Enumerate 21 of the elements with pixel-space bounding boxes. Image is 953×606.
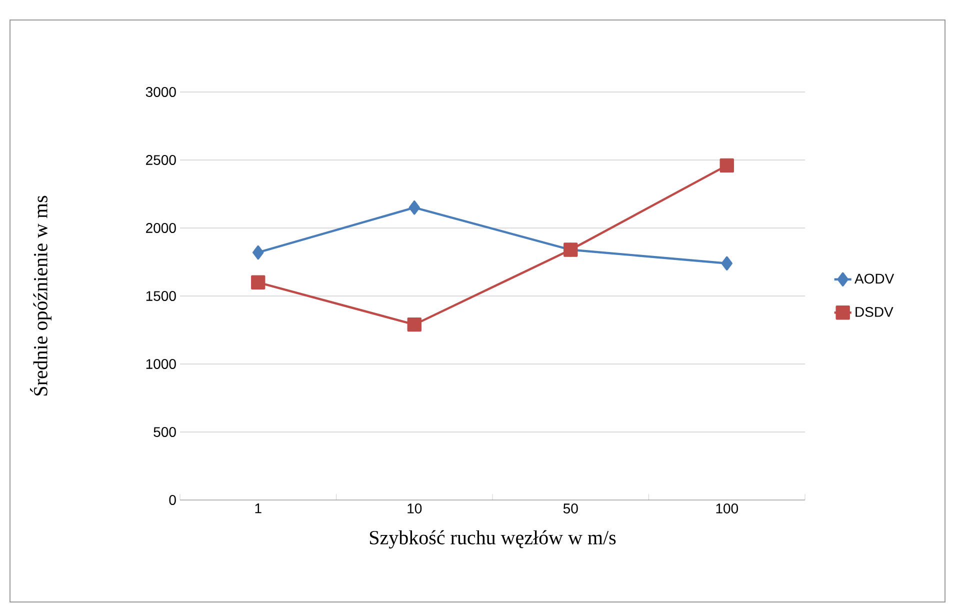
y-tick-label: 3000 [146,87,176,97]
point [251,275,266,290]
legend-label: DSDV [856,306,894,317]
x-tick-label: 100 [716,504,738,514]
x-tick-label: 1 [255,504,262,514]
point [252,245,264,260]
x-tick-label: 50 [563,504,578,514]
point [408,200,420,215]
point [721,256,732,270]
y-tick-label: 2500 [146,155,176,165]
y-tick-label: 1500 [146,291,176,301]
x-axis-title: Szybkość ruchu węzłów w m/s [370,530,616,549]
y-axis-title: Średnie opóźnienie w ms [30,196,52,396]
x-tick-label: 10 [408,504,422,514]
point [720,158,734,173]
legend-label: AODV [854,274,894,284]
y-tick-label: 0 [169,495,176,505]
y-tick-label: 2000 [146,223,176,233]
y-tick-label: 1000 [146,359,176,369]
y-tick-label: 500 [154,427,176,437]
point [407,317,422,332]
